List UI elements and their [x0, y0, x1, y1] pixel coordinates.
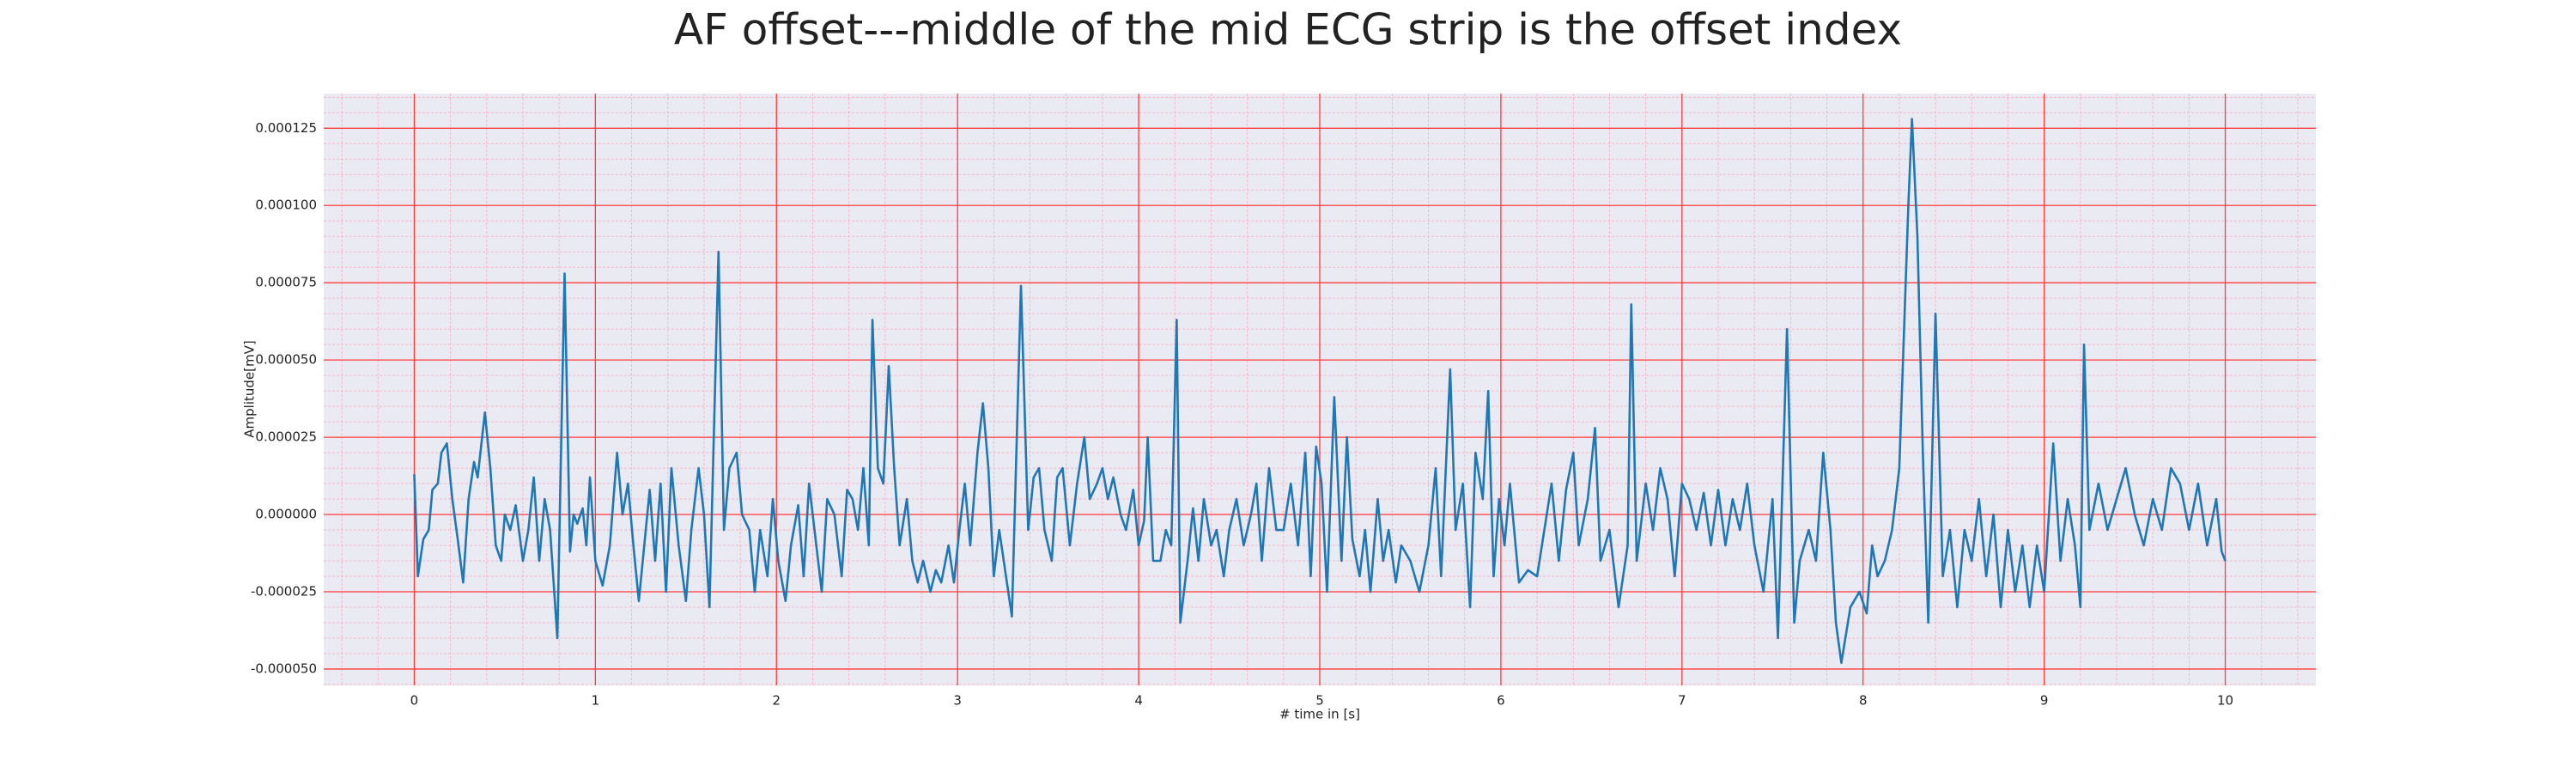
- x-tick-label: 2: [772, 693, 781, 709]
- y-tick-label: -0.000025: [251, 583, 317, 599]
- x-tick-label: 8: [1859, 693, 1868, 709]
- x-tick-label: 3: [953, 693, 962, 709]
- y-axis-label: Amplitude[mV]: [242, 340, 258, 437]
- x-axis-label: # time in [s]: [1279, 707, 1360, 722]
- y-tick-label: 0.000000: [255, 507, 317, 522]
- y-tick-label: 0.000050: [255, 352, 317, 368]
- marks: [413, 118, 2227, 665]
- x-tick-label: 10: [2217, 693, 2233, 709]
- signal-line: [413, 118, 2227, 665]
- y-tick-label: 0.000125: [255, 120, 317, 136]
- x-tick-label: 4: [1134, 693, 1143, 709]
- labels: 0 1 2 3 4 5 6 7 8 9 10 -0.000050 -0.000025 0.000000 0.…: [251, 120, 2233, 709]
- y-tick-label: 0.000075: [255, 275, 317, 290]
- x-tick-label: 0: [410, 693, 419, 709]
- y-tick-label: 0.000100: [255, 198, 317, 213]
- x-tick-label: 7: [1678, 693, 1686, 709]
- grid: [324, 94, 2316, 685]
- x-tick-label: 9: [2040, 693, 2049, 709]
- chart-title: AF offset---middle of the mid ECG strip …: [674, 5, 1902, 55]
- x-tick-label: 6: [1497, 693, 1505, 709]
- y-tick-label: -0.000050: [251, 660, 317, 676]
- y-tick-label: 0.000025: [255, 429, 317, 445]
- x-tick-label: 1: [592, 693, 600, 709]
- x-tick-label: 5: [1315, 693, 1324, 709]
